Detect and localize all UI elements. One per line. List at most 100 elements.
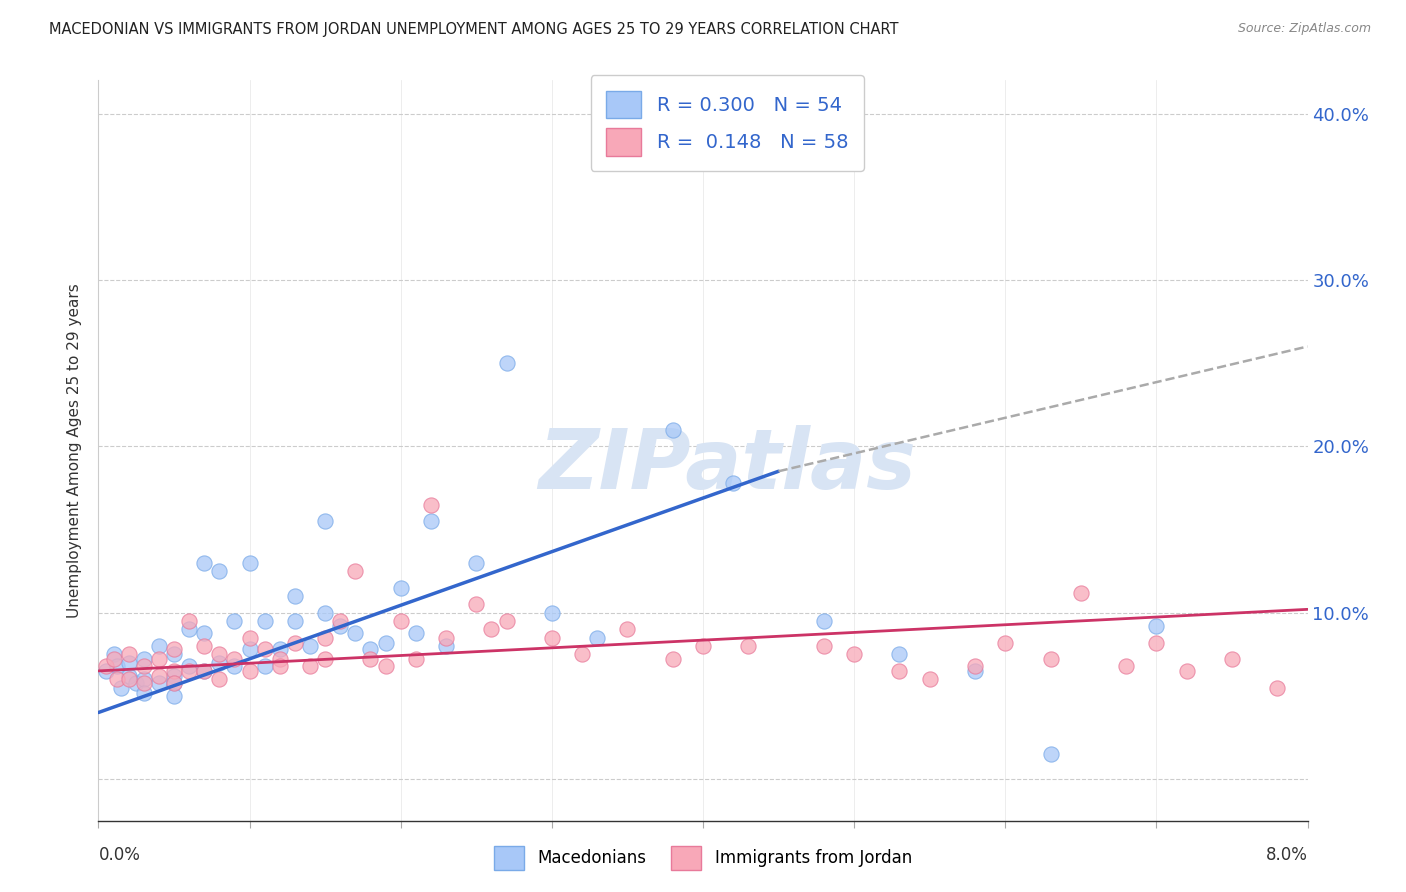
Point [360,652,382,666]
Legend: R = 0.300   N = 54, R =  0.148   N = 58: R = 0.300 N = 54, R = 0.148 N = 58 [591,75,863,171]
Point [103,652,125,666]
Point [208,564,231,578]
Point [481,623,503,637]
Point [571,647,593,661]
Point [1267,681,1289,695]
Point [314,514,336,528]
Point [661,652,683,666]
Text: ZIPatlas: ZIPatlas [538,425,917,506]
Point [105,659,128,673]
Point [163,675,186,690]
Point [163,675,186,690]
Point [239,631,262,645]
Text: MACEDONIAN VS IMMIGRANTS FROM JORDAN UNEMPLOYMENT AMONG AGES 25 TO 29 YEARS CORR: MACEDONIAN VS IMMIGRANTS FROM JORDAN UNE… [49,22,898,37]
Point [193,664,215,678]
Point [1115,659,1137,673]
Point [540,606,562,620]
Point [495,614,517,628]
Point [616,623,638,637]
Point [586,631,609,645]
Point [94,659,117,673]
Y-axis label: Unemployment Among Ages 25 to 29 years: Unemployment Among Ages 25 to 29 years [67,283,83,618]
Point [1039,747,1062,761]
Point [360,642,382,657]
Point [434,631,457,645]
Point [132,652,155,666]
Point [179,623,201,637]
Point [132,675,155,690]
Point [193,625,215,640]
Point [208,672,231,686]
Point [540,631,562,645]
Point [208,647,231,661]
Text: Source: ZipAtlas.com: Source: ZipAtlas.com [1237,22,1371,36]
Point [965,659,987,673]
Point [125,675,148,690]
Point [179,614,201,628]
Point [179,664,201,678]
Point [163,689,186,703]
Point [253,659,276,673]
Point [299,659,322,673]
Point [1146,635,1168,649]
Point [420,498,443,512]
Point [253,614,276,628]
Point [889,664,911,678]
Point [105,672,128,686]
Point [314,631,336,645]
Point [405,652,427,666]
Point [434,639,457,653]
Point [994,635,1017,649]
Point [329,619,352,633]
Point [299,639,322,653]
Point [253,642,276,657]
Point [284,635,307,649]
Point [344,564,367,578]
Point [692,639,714,653]
Point [193,556,215,570]
Point [420,514,443,528]
Point [132,659,155,673]
Point [224,652,246,666]
Point [163,669,186,683]
Point [132,672,155,686]
Point [374,635,396,649]
Point [118,656,141,670]
Point [314,606,336,620]
Point [118,672,141,686]
Point [269,642,291,657]
Point [1039,652,1062,666]
Point [1220,652,1243,666]
Point [239,556,262,570]
Point [813,614,835,628]
Point [118,647,141,661]
Point [148,639,170,653]
Text: 8.0%: 8.0% [1265,846,1308,863]
Point [269,659,291,673]
Point [239,642,262,657]
Point [314,652,336,666]
Point [889,647,911,661]
Point [148,675,170,690]
Point [193,639,215,653]
Point [389,581,412,595]
Point [193,664,215,678]
Point [918,672,941,686]
Point [208,656,231,670]
Point [118,669,141,683]
Point [374,659,396,673]
Point [239,664,262,678]
Point [737,639,759,653]
Point [389,614,412,628]
Point [844,647,866,661]
Point [661,423,683,437]
Point [1070,585,1092,599]
Point [163,664,186,678]
Point [284,614,307,628]
Point [965,664,987,678]
Point [495,356,517,370]
Point [284,589,307,603]
Point [1175,664,1198,678]
Point [163,647,186,661]
Point [465,598,488,612]
